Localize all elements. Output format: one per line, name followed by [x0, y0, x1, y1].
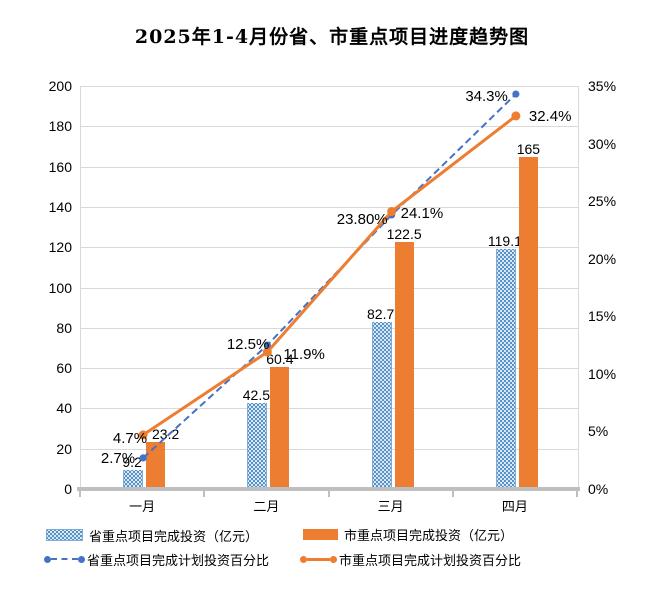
left-axis-tick-label: 20 — [56, 440, 72, 457]
prov-line-marker — [263, 341, 271, 349]
x-axis-label: 一月 — [129, 499, 156, 514]
pct-data-label: 24.1% — [400, 204, 444, 222]
x-axis-tickmark — [576, 491, 578, 497]
left-axis-tick-label: 0 — [64, 481, 72, 497]
prov-line-marker — [139, 454, 147, 462]
left-axis-tick-label: 40 — [56, 400, 72, 417]
gridline — [81, 247, 578, 249]
prov-bar — [123, 470, 144, 489]
right-axis-tick-label: 30% — [588, 135, 617, 152]
bar-value-label: 60.4 — [266, 351, 294, 368]
x-axis-tickmark — [327, 491, 330, 497]
pct-data-label: 2.7% — [100, 449, 136, 467]
bar-value-label: 42.5 — [242, 387, 270, 404]
x-axis-tickmark — [79, 491, 81, 497]
trend-lines-svg — [138, 90, 521, 462]
gridline — [81, 448, 578, 450]
city-line-marker — [387, 207, 397, 217]
city-line-marker — [138, 430, 148, 440]
gridline — [81, 368, 578, 370]
legend-label-city-line: 市重点项目完成计划投资百分比 — [339, 552, 522, 568]
right-axis-tick-label: 5% — [588, 423, 609, 440]
x-axis-tickmark — [203, 491, 206, 497]
left-axis-tick-label: 140 — [48, 198, 72, 215]
left-axis-tick-label: 160 — [48, 158, 72, 175]
left-axis-tick-label: 120 — [48, 239, 72, 256]
pct-data-label: 32.4% — [528, 107, 572, 125]
right-axis-tick-label: 25% — [588, 193, 617, 210]
bar-value-label: 82.7 — [367, 306, 395, 323]
city-line-marker — [262, 347, 272, 357]
legend-item-prov-bar: 省重点项目完成投资（亿元） — [46, 526, 258, 544]
left-axis-tick-label: 200 — [48, 78, 72, 94]
bar-value-label: 165 — [516, 140, 541, 157]
bar-value-label: 122.5 — [386, 226, 422, 243]
legend-label-city-bar: 市重点项目完成投资（亿元） — [344, 527, 514, 543]
gridline — [81, 287, 578, 289]
gridline — [81, 86, 578, 87]
city-bar — [394, 242, 414, 489]
plot-area: 9.2 42.5 82.7 119.1 23.2 60.4 122.5 165 2.7% 12.5… — [80, 86, 579, 489]
city-bar — [518, 156, 538, 489]
prov-bar — [247, 403, 268, 489]
x-axis-tickmark — [451, 491, 454, 497]
x-axis-label: 四月 — [501, 499, 528, 514]
right-axis-tick-label: 20% — [588, 250, 617, 267]
right-axis-tick-label: 10% — [588, 365, 617, 382]
prov-bar — [495, 249, 516, 489]
prov-bar-swatch-icon — [46, 529, 83, 541]
city-bar — [270, 367, 290, 489]
gridline — [81, 166, 578, 168]
city-bar-swatch-icon — [303, 528, 338, 540]
legend-item-city-bar: 市重点项目完成投资（亿元） — [303, 525, 513, 543]
prov-bar — [371, 322, 392, 489]
prov-line — [142, 93, 517, 459]
right-axis-tick-label: 15% — [588, 308, 617, 325]
left-axis-tick-label: 100 — [48, 279, 72, 296]
bar-value-label: 9.2 — [122, 454, 142, 471]
gridline — [81, 408, 578, 410]
legend-label-prov-bar: 省重点项目完成投资（亿元） — [89, 528, 259, 544]
city-line-swatch-icon — [300, 555, 337, 563]
pct-data-label: 23.80% — [336, 210, 388, 228]
city-line-marker — [511, 111, 521, 121]
prov-line-marker — [512, 90, 520, 98]
x-axis-label: 三月 — [377, 499, 404, 514]
left-axis-tick-label: 60 — [56, 360, 72, 377]
bar-value-label: 23.2 — [152, 426, 180, 443]
chart-title: 2025年1-4月份省、市重点项目进度趋势图 — [134, 26, 530, 48]
legend-item-city-line: 市重点项目完成计划投资百分比 — [300, 550, 521, 568]
x-axis-line — [77, 487, 580, 491]
prov-line-swatch-icon — [44, 555, 85, 563]
right-axis-tick-label: 0% — [588, 481, 609, 497]
legend-item-prov-line: 省重点项目完成计划投资百分比 — [44, 550, 269, 568]
gridline — [81, 206, 578, 208]
gridline — [81, 126, 578, 128]
gridline — [81, 327, 578, 329]
legend-label-prov-line: 省重点项目完成计划投资百分比 — [87, 552, 270, 568]
x-axis-label: 二月 — [253, 499, 280, 514]
pct-data-label: 11.9% — [283, 345, 325, 363]
left-axis-tick-label: 180 — [48, 118, 72, 135]
bar-value-label: 119.1 — [487, 233, 522, 249]
pct-data-label: 4.7% — [112, 429, 148, 447]
pct-data-label: 12.5% — [226, 336, 270, 354]
left-axis-tick-label: 80 — [56, 319, 72, 336]
city-bar — [146, 442, 166, 489]
pct-data-label: 34.3% — [465, 88, 508, 106]
right-axis-tick-label: 35% — [588, 78, 617, 94]
city-line — [142, 114, 517, 437]
